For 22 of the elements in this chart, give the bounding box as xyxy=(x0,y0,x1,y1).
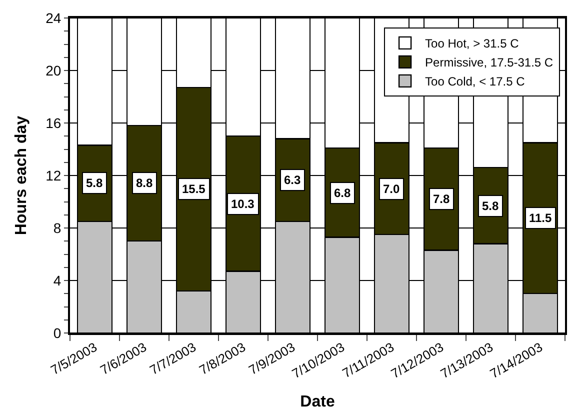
data-label: 7.0 xyxy=(383,182,400,196)
y-tick-label: 8 xyxy=(53,220,62,236)
y-tick-label: 0 xyxy=(53,324,62,341)
legend-label: Too Hot, > 31.5 C xyxy=(425,36,520,51)
data-label: 8.8 xyxy=(136,176,154,190)
legend-label: Too Cold, < 17.5 C xyxy=(425,74,526,89)
x-axis-title: Date xyxy=(300,393,335,410)
data-label: 15.5 xyxy=(182,182,206,196)
y-tick-label: 16 xyxy=(46,114,62,131)
data-label: 5.8 xyxy=(482,199,500,213)
data-label: 5.8 xyxy=(86,176,104,190)
y-tick-label: 4 xyxy=(53,272,62,288)
data-label: 6.8 xyxy=(334,186,352,200)
data-label: 7.8 xyxy=(433,192,450,206)
y-axis-title: Hours each day xyxy=(13,116,30,236)
y-tick-label: 12 xyxy=(46,167,62,184)
legend-label: Permissive, 17.5-31.5 C xyxy=(425,56,554,70)
data-label: 10.3 xyxy=(231,197,255,211)
data-label: 6.3 xyxy=(284,173,302,187)
data-label: 11.5 xyxy=(529,211,552,225)
y-tick-label: 24 xyxy=(46,10,62,26)
y-tick-label: 20 xyxy=(46,62,62,78)
